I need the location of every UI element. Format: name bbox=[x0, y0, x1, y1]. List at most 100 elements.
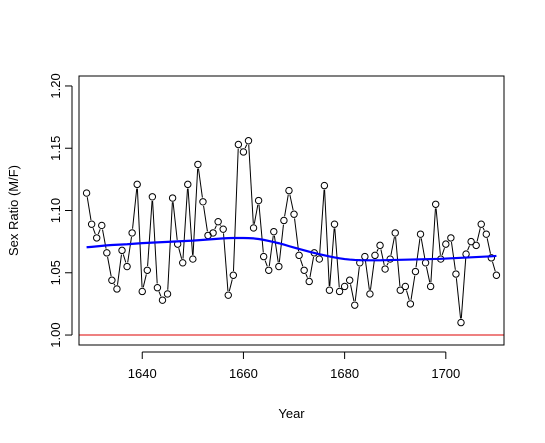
data-point bbox=[93, 234, 101, 242]
data-point bbox=[118, 246, 126, 255]
data-point bbox=[259, 252, 268, 261]
series-line-segment bbox=[228, 279, 233, 292]
x-axis-title: Year bbox=[278, 406, 305, 421]
data-point bbox=[244, 137, 253, 145]
series-line-segment bbox=[147, 200, 153, 267]
x-tick-label: 1680 bbox=[330, 366, 359, 381]
series-line-segment bbox=[299, 259, 304, 267]
series-line-segment bbox=[410, 275, 416, 300]
series-line-segment bbox=[232, 148, 239, 272]
data-point bbox=[87, 220, 96, 228]
data-point bbox=[199, 198, 207, 206]
data-point bbox=[442, 240, 450, 248]
data-point bbox=[224, 291, 232, 299]
series-line-segment bbox=[450, 241, 456, 270]
y-tick-label: 1.05 bbox=[48, 260, 63, 285]
data-point bbox=[401, 282, 410, 291]
series-line-segment bbox=[395, 237, 401, 287]
data-point bbox=[239, 148, 248, 156]
series-line-segment bbox=[92, 227, 96, 235]
y-tick-label: 1.15 bbox=[48, 136, 63, 161]
data-point bbox=[265, 266, 273, 274]
series-line-segment bbox=[350, 284, 355, 302]
series-line-segment bbox=[430, 208, 436, 283]
series-line-segment bbox=[435, 208, 441, 255]
data-point bbox=[431, 200, 440, 208]
series-line-segment bbox=[486, 238, 491, 254]
data-point bbox=[285, 186, 293, 195]
data-point bbox=[452, 270, 460, 278]
data-point bbox=[426, 282, 435, 291]
data-point bbox=[406, 300, 415, 308]
data-point bbox=[214, 218, 222, 226]
series-line-segment bbox=[258, 204, 264, 253]
series-line-segment bbox=[244, 144, 248, 149]
data-point bbox=[391, 229, 399, 237]
series-line-segment bbox=[420, 238, 426, 259]
data-point bbox=[330, 220, 339, 228]
series-line-segment bbox=[187, 188, 194, 255]
y-tick-label: 1.10 bbox=[48, 198, 63, 223]
data-point bbox=[482, 230, 490, 238]
plot-frame bbox=[78, 75, 505, 346]
data-point bbox=[133, 180, 141, 189]
series-line-segment bbox=[467, 245, 470, 251]
series-line-segment bbox=[441, 247, 445, 256]
data-point bbox=[376, 241, 384, 250]
data-point bbox=[163, 290, 172, 298]
series-line-segment bbox=[324, 189, 330, 287]
data-point bbox=[416, 230, 425, 238]
data-point bbox=[472, 241, 480, 250]
data-point bbox=[295, 251, 303, 260]
series-line-segment bbox=[136, 188, 143, 288]
data-point bbox=[335, 287, 344, 296]
data-point bbox=[320, 181, 329, 190]
data-point bbox=[270, 227, 278, 236]
series-line-segment bbox=[460, 258, 467, 319]
series-line-segment bbox=[142, 274, 147, 288]
chart-axes: 1640 1660 1680 1700 1.00 1.05 1.10 1.15 1.20 bbox=[48, 73, 460, 381]
data-point bbox=[189, 255, 197, 263]
series-line-segment bbox=[294, 218, 300, 252]
series-line-segment bbox=[406, 290, 410, 301]
data-point bbox=[229, 271, 238, 279]
data-point bbox=[477, 220, 485, 228]
data-point bbox=[234, 140, 243, 149]
data-point bbox=[209, 229, 217, 237]
series-line-segment bbox=[248, 144, 254, 224]
series-line-segment bbox=[386, 262, 389, 266]
data-point bbox=[366, 290, 374, 298]
series-line-segment bbox=[415, 238, 421, 268]
series-line-segment bbox=[289, 194, 294, 211]
data-point bbox=[351, 301, 359, 309]
data-point bbox=[447, 234, 455, 242]
data-point bbox=[371, 251, 379, 260]
data-point bbox=[290, 210, 298, 218]
data-point bbox=[280, 216, 288, 225]
data-point bbox=[249, 224, 258, 232]
series-line-segment bbox=[178, 248, 183, 259]
series-line-segment bbox=[305, 273, 308, 278]
series-line-segment bbox=[273, 235, 279, 263]
data-point bbox=[254, 196, 263, 205]
data-point bbox=[113, 285, 121, 293]
series-line-segment bbox=[107, 256, 112, 277]
data-point bbox=[305, 277, 313, 286]
series-line-segment bbox=[425, 266, 431, 283]
data-point bbox=[194, 160, 202, 169]
data-point bbox=[143, 266, 152, 274]
series-line-segment bbox=[482, 227, 485, 231]
data-point bbox=[153, 284, 162, 292]
y-tick-label: 1.20 bbox=[48, 73, 63, 98]
data-point bbox=[340, 282, 349, 291]
x-tick-label: 1640 bbox=[128, 366, 157, 381]
data-point bbox=[108, 276, 116, 284]
data-point bbox=[492, 271, 501, 279]
data-point bbox=[82, 189, 91, 197]
data-point bbox=[184, 180, 192, 189]
data-point bbox=[123, 262, 131, 271]
data-point bbox=[345, 276, 354, 284]
chart-marks bbox=[79, 137, 504, 336]
